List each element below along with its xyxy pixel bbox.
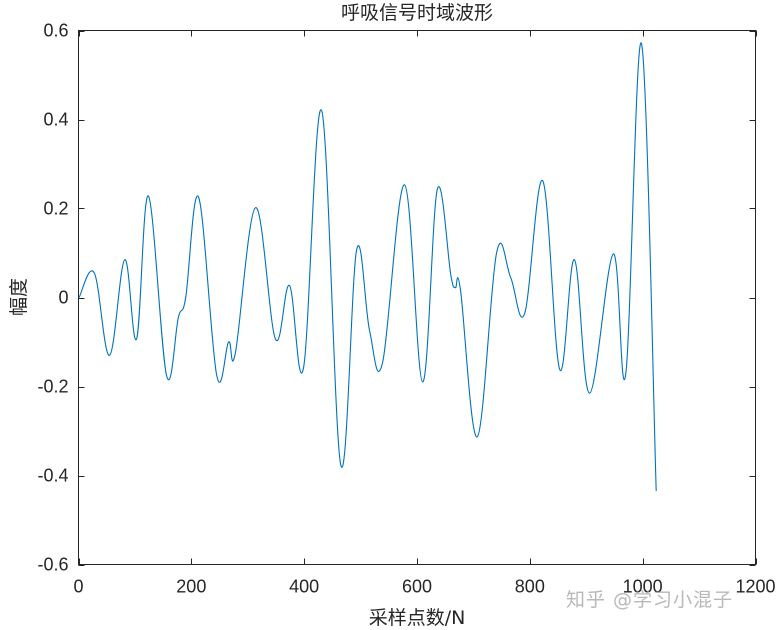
watermark: 知乎 @学习小混子 [566, 589, 734, 611]
signal-line [78, 42, 657, 492]
y-tick-label: 0.4 [43, 110, 68, 130]
y-tick-label: -0.6 [37, 555, 68, 575]
x-tick-label: 800 [515, 577, 545, 597]
x-tick-label: 1200 [735, 577, 775, 597]
axis-ticks [78, 30, 757, 566]
x-tick-label: 200 [176, 577, 206, 597]
x-tick-label: 400 [289, 577, 319, 597]
y-tick-label: 0 [58, 288, 68, 308]
x-tick-labels: 0 200 400 600 800 1000 1200 [73, 577, 775, 597]
x-tick-label: 1000 [623, 577, 663, 597]
x-axis-label: 采样点数/N [369, 607, 466, 629]
y-tick-label: 0.6 [43, 21, 68, 41]
y-axis-label: 幅度 [8, 278, 30, 316]
x-tick-label: 600 [402, 577, 432, 597]
y-tick-label: -0.2 [37, 377, 68, 397]
x-tick-label: 0 [73, 577, 83, 597]
y-tick-labels: -0.6 -0.4 -0.2 0 0.2 0.4 0.6 [37, 21, 68, 575]
y-tick-label: -0.4 [37, 466, 68, 486]
plot-area [78, 30, 756, 565]
chart-title: 呼吸信号时域波形 [341, 2, 493, 24]
y-tick-label: 0.2 [43, 199, 68, 219]
